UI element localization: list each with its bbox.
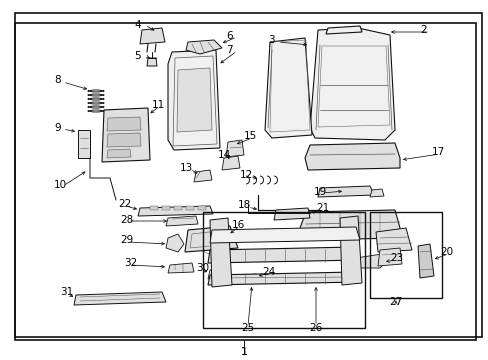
Polygon shape <box>165 234 183 252</box>
Text: 28: 28 <box>120 215 133 225</box>
Polygon shape <box>299 210 399 240</box>
Polygon shape <box>309 28 394 140</box>
Text: 32: 32 <box>124 258 137 268</box>
Polygon shape <box>138 206 213 216</box>
Polygon shape <box>150 206 158 210</box>
Text: 12: 12 <box>240 170 253 180</box>
Text: 1: 1 <box>240 347 247 357</box>
Polygon shape <box>147 58 157 66</box>
Polygon shape <box>369 189 383 197</box>
Text: 20: 20 <box>439 247 452 257</box>
Polygon shape <box>168 50 220 150</box>
Text: 1: 1 <box>240 347 247 357</box>
Text: 15: 15 <box>244 131 257 141</box>
Polygon shape <box>375 228 411 252</box>
Text: 10: 10 <box>54 180 67 190</box>
Text: 25: 25 <box>241 323 254 333</box>
Polygon shape <box>198 206 205 210</box>
Polygon shape <box>194 170 212 182</box>
Polygon shape <box>222 156 240 170</box>
Polygon shape <box>209 227 359 243</box>
Polygon shape <box>225 140 244 157</box>
Polygon shape <box>107 149 131 158</box>
Text: 8: 8 <box>54 75 61 85</box>
Polygon shape <box>353 254 385 268</box>
Polygon shape <box>140 28 164 44</box>
Polygon shape <box>162 206 170 210</box>
Polygon shape <box>325 26 361 34</box>
Text: 24: 24 <box>262 267 275 277</box>
Polygon shape <box>305 143 399 170</box>
Text: 11: 11 <box>152 100 165 110</box>
Polygon shape <box>168 263 194 273</box>
Polygon shape <box>317 186 373 197</box>
Text: 18: 18 <box>238 200 251 210</box>
Polygon shape <box>165 216 198 226</box>
Polygon shape <box>74 292 165 305</box>
Polygon shape <box>185 40 222 54</box>
Text: 17: 17 <box>431 147 445 157</box>
Polygon shape <box>209 218 231 287</box>
Text: 19: 19 <box>313 187 326 197</box>
Polygon shape <box>273 208 309 220</box>
Text: 26: 26 <box>309 323 322 333</box>
Text: 14: 14 <box>218 150 231 160</box>
Polygon shape <box>184 226 238 252</box>
Polygon shape <box>339 216 361 285</box>
Text: 4: 4 <box>134 20 141 30</box>
Text: 7: 7 <box>225 45 232 55</box>
Polygon shape <box>264 38 311 138</box>
Polygon shape <box>234 274 258 284</box>
Polygon shape <box>377 248 401 266</box>
Polygon shape <box>417 244 433 278</box>
Text: 29: 29 <box>120 235 133 245</box>
Text: 2: 2 <box>419 25 426 35</box>
Text: 21: 21 <box>315 203 328 213</box>
Text: 6: 6 <box>225 31 232 41</box>
Polygon shape <box>207 272 357 285</box>
Text: 3: 3 <box>267 35 274 45</box>
Text: 5: 5 <box>134 51 141 61</box>
Text: 31: 31 <box>60 287 73 297</box>
Text: 9: 9 <box>54 123 61 133</box>
Polygon shape <box>177 68 212 132</box>
Polygon shape <box>185 206 194 210</box>
Text: 30: 30 <box>196 263 209 273</box>
Polygon shape <box>107 117 141 131</box>
Text: 16: 16 <box>231 220 245 230</box>
Polygon shape <box>174 206 182 210</box>
Polygon shape <box>207 247 359 263</box>
Polygon shape <box>207 268 229 279</box>
Text: 27: 27 <box>388 297 402 307</box>
Text: 13: 13 <box>180 163 193 173</box>
Text: 23: 23 <box>389 253 403 263</box>
Polygon shape <box>78 130 90 158</box>
Text: 22: 22 <box>118 199 131 209</box>
Polygon shape <box>107 133 141 147</box>
Polygon shape <box>102 108 150 162</box>
